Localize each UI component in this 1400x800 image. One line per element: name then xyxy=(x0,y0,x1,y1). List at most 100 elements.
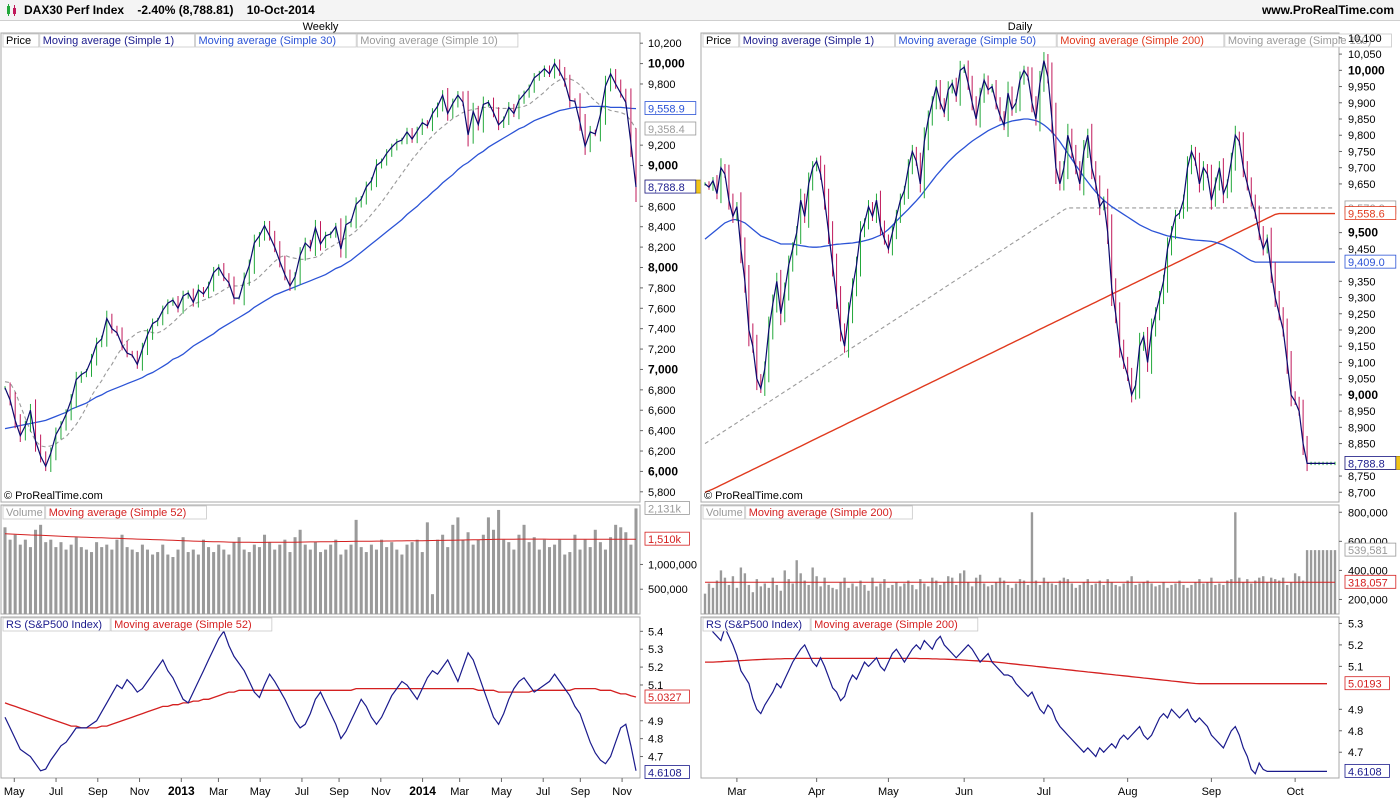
daily-volume-bar xyxy=(1094,583,1097,614)
weekly-volume-bar xyxy=(420,552,424,614)
daily-volume-bar xyxy=(1038,584,1042,614)
daily-rs-legend-label: RS (S&P500 Index) xyxy=(706,619,802,631)
daily-price-legend-label: Moving average (Simple 200) xyxy=(1060,35,1204,47)
weekly-rs-legend-item xyxy=(110,617,273,632)
instrument-change: -2.40% (8,788.81) xyxy=(137,3,234,17)
daily-price-y-tick-label: 9,650 xyxy=(1348,179,1376,191)
weekly-volume-y-tick-label: 500,000 xyxy=(648,584,688,596)
daily-volume-bar xyxy=(1058,580,1062,614)
daily-price-legend-item xyxy=(1056,33,1225,48)
daily-price-value-tag-label: 9,558.6 xyxy=(1348,209,1385,221)
weekly-volume-bar xyxy=(13,534,17,614)
daily-volume-bar xyxy=(1218,583,1221,614)
weekly-x-tick-label: Nov xyxy=(612,786,632,798)
daily-price-y-tick-label: 9,900 xyxy=(1348,98,1376,110)
weekly-volume-bar xyxy=(512,549,516,614)
daily-volume-bar xyxy=(847,587,850,614)
daily-price-legend-label: Price xyxy=(706,35,731,47)
weekly-volume-bar xyxy=(395,549,399,614)
daily-volume-bar xyxy=(1194,582,1197,614)
weekly-price-legend-label: Moving average (Simple 1) xyxy=(43,35,174,47)
weekly-price-y-tick-label: 10,200 xyxy=(648,38,682,50)
daily-volume-bar xyxy=(1002,580,1006,614)
daily-volume-bar xyxy=(974,577,978,614)
weekly-price-value-tag xyxy=(644,179,697,194)
weekly-volume-bar xyxy=(624,532,628,614)
daily-price-legend-label: Moving average (Simple 50) xyxy=(899,35,1037,47)
daily-volume-bar xyxy=(927,586,930,614)
daily-volume-bar xyxy=(982,583,986,614)
daily-volume-bar xyxy=(899,586,902,614)
weekly-volume-bar xyxy=(380,539,384,614)
weekly-rs-panel-frame xyxy=(0,616,641,779)
daily-volume-bar xyxy=(1122,583,1125,614)
daily-x-tick-label: Jun xyxy=(955,786,973,798)
weekly-volume-ma-line xyxy=(4,533,636,543)
daily-volume-legend-label: Moving average (Simple 200) xyxy=(749,507,893,519)
daily-volume-legend-label: Volume xyxy=(706,507,743,519)
daily-volume-bar xyxy=(1262,576,1265,614)
daily-volume-bar xyxy=(1226,580,1229,614)
daily-volume-bar xyxy=(951,577,954,614)
daily-volume-bar xyxy=(895,582,898,614)
weekly-rs-line xyxy=(4,630,637,772)
daily-volume-bar xyxy=(1014,583,1018,614)
daily-volume-bar xyxy=(1238,577,1241,614)
daily-volume-bar xyxy=(1034,580,1038,614)
daily-price-y-tick-label: 9,150 xyxy=(1348,341,1376,353)
weekly-volume-bar xyxy=(588,547,592,614)
weekly-volume-bar xyxy=(410,542,414,614)
weekly-price-y-tick-label: 8,400 xyxy=(648,222,676,234)
weekly-volume-bar xyxy=(578,549,582,614)
weekly-volume-bar xyxy=(191,549,195,614)
daily-rs-y-tick-label: 4.8 xyxy=(1348,726,1363,738)
brand-link[interactable]: www.ProRealTime.com xyxy=(1261,3,1394,17)
daily-volume-bar xyxy=(1082,582,1085,614)
daily-volume-bar xyxy=(891,584,894,614)
daily-price-y-tick-label: 9,250 xyxy=(1348,309,1376,321)
weekly-price-y-tick-label: 7,800 xyxy=(648,283,676,295)
daily-volume-bar xyxy=(731,576,735,614)
daily-volume-bar xyxy=(1230,579,1233,614)
daily-price-y-tick-label: 9,350 xyxy=(1348,276,1376,288)
weekly-volume-bar xyxy=(140,544,144,614)
daily-volume-bar xyxy=(815,576,818,614)
daily-price-y-tick-label: 9,100 xyxy=(1348,357,1376,369)
daily-volume-bar xyxy=(1170,584,1173,614)
weekly-price-line xyxy=(4,62,637,468)
weekly-volume-bar xyxy=(436,539,440,614)
weekly-volume-bar xyxy=(507,542,511,614)
weekly-volume-bar xyxy=(64,549,68,614)
weekly-volume-value-tag xyxy=(644,501,690,515)
weekly-volume-bar xyxy=(563,554,567,614)
daily-volume-bar xyxy=(755,579,759,614)
daily-volume-bar xyxy=(767,587,770,614)
daily-volume-bar xyxy=(859,580,862,614)
weekly-volume-bar xyxy=(313,542,317,614)
daily-volume-bar xyxy=(791,583,794,614)
weekly-price-legend-label: Moving average (Simple 30) xyxy=(199,35,337,47)
daily-volume-bar xyxy=(1301,580,1305,614)
weekly-volume-bar xyxy=(293,537,297,614)
weekly-volume-bar xyxy=(207,547,211,614)
weekly-ma30-line xyxy=(4,105,637,430)
daily-x-tick-label: Oct xyxy=(1287,786,1304,798)
daily-rs-value-tag-label: 5.0193 xyxy=(1348,679,1382,691)
daily-volume-bar xyxy=(863,584,866,614)
daily-price-y-tick-label: 9,700 xyxy=(1348,163,1376,175)
weekly-volume-bar xyxy=(166,554,170,614)
daily-volume-bar xyxy=(1130,576,1133,614)
daily-price-value-tag-label: 8,788.8 xyxy=(1348,458,1385,470)
daily-volume-value-tag-label: 318,057 xyxy=(1348,577,1388,589)
daily-volume-bar xyxy=(1066,579,1070,614)
daily-volume-bar xyxy=(1062,577,1066,614)
daily-volume-bar xyxy=(1102,584,1105,614)
daily-volume-value-tag xyxy=(1344,542,1397,557)
daily-volume-bar xyxy=(811,567,814,614)
weekly-volume-bar xyxy=(89,552,94,614)
daily-volume-bar xyxy=(923,583,926,614)
daily-volume-bar xyxy=(807,584,810,614)
weekly-volume-legend-label: Moving average (Simple 52) xyxy=(49,507,187,519)
weekly-price-y-tick-label: 7,600 xyxy=(648,303,676,315)
weekly-volume-bar xyxy=(176,549,180,614)
